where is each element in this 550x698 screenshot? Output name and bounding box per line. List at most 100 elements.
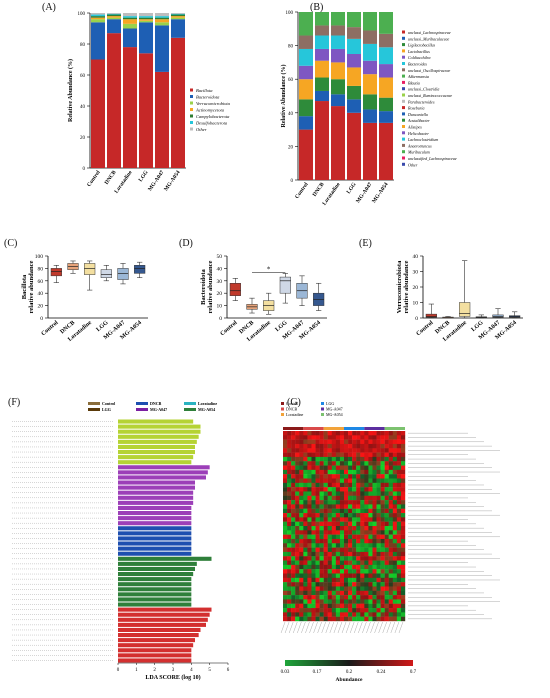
bar-segment <box>331 25 345 36</box>
heatmap-cell <box>307 547 312 553</box>
panel-e: (E) 0 10 20 30 40 Verrucomicrobiota relative a… <box>355 238 550 378</box>
heatmap-cell <box>311 513 316 518</box>
heatmap-cell <box>384 435 389 440</box>
heatmap-cell <box>323 608 328 613</box>
heatmap-cell <box>307 504 312 509</box>
heatmap-cell <box>388 560 393 566</box>
heatmap-cell <box>392 573 398 579</box>
heatmap-cell <box>360 547 365 553</box>
heatmap-cell <box>295 495 300 501</box>
bar-segment <box>347 85 361 100</box>
heatmap-cell <box>335 534 341 540</box>
heatmap-cell <box>299 564 304 570</box>
heatmap-cell <box>364 573 369 579</box>
heatmap-cell <box>396 534 402 540</box>
heatmap-cell <box>295 599 300 604</box>
heatmap-cell <box>356 538 361 544</box>
heatmap-cell <box>348 448 353 453</box>
heatmap-cell <box>396 439 402 445</box>
heatmap-cell <box>352 448 357 453</box>
heatmap-cell <box>335 590 341 596</box>
heatmap-cell <box>384 543 389 548</box>
heatmap-cell <box>380 599 385 604</box>
heatmap-cell <box>319 478 324 484</box>
y-tick-label: 60 <box>80 74 86 79</box>
heatmap-cell <box>339 508 345 514</box>
bar-segment <box>139 22 153 54</box>
heatmap-cell <box>360 465 365 471</box>
heatmap-cell <box>299 487 304 492</box>
heatmap-cell <box>376 590 381 596</box>
heatmap-cell <box>392 616 398 622</box>
heatmap-cell <box>291 590 296 596</box>
heatmap-cell <box>356 586 361 591</box>
heatmap-cell <box>315 456 320 462</box>
heatmap-cell <box>327 534 332 540</box>
heatmap-cell <box>392 547 398 553</box>
heatmap-cell <box>368 599 373 604</box>
heatmap-cell <box>287 504 292 509</box>
heatmap-cell <box>368 534 373 540</box>
heatmap-cell <box>392 560 398 566</box>
lda-bar <box>118 612 210 617</box>
heatmap-cell <box>291 482 296 488</box>
heatmap-cell <box>315 612 320 617</box>
heatmap-cell <box>299 534 304 540</box>
heatmap-cell <box>388 504 393 509</box>
heatmap-cell <box>400 469 406 475</box>
heatmap-cell <box>364 495 369 501</box>
heatmap-cell <box>339 513 345 518</box>
bar-segment <box>347 99 361 113</box>
legend-label: unclassi_Muribaculaceae <box>408 36 450 41</box>
heatmap-cell <box>283 586 288 591</box>
heatmap-cell <box>311 448 316 453</box>
legend-label: Verrucomicrobiota <box>196 101 231 106</box>
heatmap-cell <box>344 547 349 553</box>
legend-label: unclassi_Lachnospiraceae <box>408 30 451 35</box>
heatmap-cell <box>400 474 406 479</box>
heatmap-cell <box>392 599 398 604</box>
heatmap-cell <box>376 500 381 505</box>
heatmap-cell <box>344 448 349 453</box>
heatmap-cell <box>344 439 349 445</box>
heatmap-cell <box>384 465 389 471</box>
bar-segment <box>171 13 185 14</box>
heatmap-cell <box>356 612 361 617</box>
legend-swatch <box>136 408 148 411</box>
heatmap-cell <box>327 543 332 548</box>
heatmap-cell <box>295 560 300 566</box>
heatmap-cell <box>380 508 385 514</box>
bar-segment <box>379 47 393 65</box>
heatmap-cell <box>396 569 402 574</box>
heatmap-cell <box>356 547 361 553</box>
heatmap-cell <box>283 534 288 540</box>
heatmap-cell <box>380 461 385 466</box>
legend-label: Roseburia <box>407 106 424 111</box>
bar-segment <box>379 77 393 98</box>
heatmap-cell <box>315 534 320 540</box>
column-label-stub <box>317 621 322 634</box>
heatmap-cell <box>364 534 369 540</box>
heatmap-cell <box>307 482 312 488</box>
heatmap-cell <box>331 487 337 492</box>
heatmap-cell <box>287 595 292 600</box>
heatmap-cell <box>311 586 316 591</box>
heatmap-cell <box>339 465 345 471</box>
heatmap-cell <box>344 452 349 458</box>
heatmap-cell <box>311 612 316 617</box>
heatmap-cell <box>327 612 332 617</box>
column-label-stub <box>280 621 286 634</box>
heatmap-cell <box>400 612 406 617</box>
y-tick-label: 20 <box>413 285 419 291</box>
heatmap-cell <box>319 517 324 522</box>
heatmap-cell <box>356 530 361 535</box>
box <box>84 263 96 275</box>
heatmap-cell <box>339 616 345 622</box>
heatmap-cell <box>319 526 324 531</box>
legend-swatch <box>321 407 324 411</box>
heatmap-cell <box>295 564 300 570</box>
heatmap-cell <box>380 538 385 544</box>
panel-a: (A) 0 20 40 60 80 100 Relative Abundance (%) Co… <box>0 0 280 225</box>
bar-segment <box>315 48 329 61</box>
y-tick-label: 50 <box>217 254 223 260</box>
